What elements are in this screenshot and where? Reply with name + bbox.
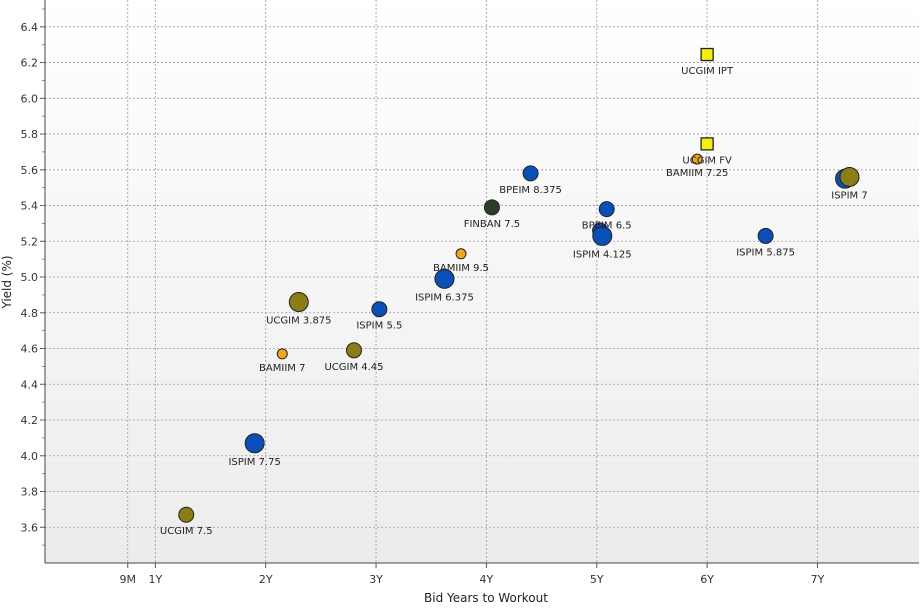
data-label: BPEIM 6.5 xyxy=(582,221,632,232)
gridlines xyxy=(45,0,919,563)
data-label: UCGIM FV xyxy=(682,155,732,166)
data-point[interactable] xyxy=(371,301,388,318)
x-tick-label: 9M xyxy=(120,573,137,586)
y-tick-label: 6.0 xyxy=(21,92,39,105)
y-tick-label: 5.8 xyxy=(21,128,39,141)
y-tick-label: 5.6 xyxy=(21,164,39,177)
data-point[interactable] xyxy=(244,433,265,454)
data-point[interactable] xyxy=(455,248,467,260)
data-point[interactable] xyxy=(839,166,860,187)
x-tick-label: 5Y xyxy=(590,573,604,586)
x-tick-label: 2Y xyxy=(259,573,273,586)
data-label: ISPIM 5.875 xyxy=(736,247,795,258)
data-label: ISPIM 7 xyxy=(831,190,867,201)
y-tick-label: 3.8 xyxy=(21,486,39,499)
y-tick-label: 4.6 xyxy=(21,343,39,356)
data-point[interactable] xyxy=(288,292,309,313)
y-tick-label: 5.4 xyxy=(21,200,39,213)
data-label: UCGIM 7.5 xyxy=(160,526,213,537)
data-label: ISPIM 6.375 xyxy=(415,292,474,303)
data-point[interactable] xyxy=(700,137,714,151)
data-point[interactable] xyxy=(700,47,714,62)
x-tick-label: 3Y xyxy=(369,573,383,586)
data-label: BAMIIM 9.5 xyxy=(433,263,489,274)
data-label: ISPIM 4.125 xyxy=(573,249,632,260)
x-axis-title: Bid Years to Workout xyxy=(424,591,548,605)
data-label: BAMIIM 7 xyxy=(259,363,305,374)
y-tick-label: 5.0 xyxy=(21,271,39,284)
y-tick-label: 4.0 xyxy=(21,450,39,463)
data-label: UCGIM 4.45 xyxy=(324,362,383,373)
data-point[interactable] xyxy=(483,199,500,216)
data-point[interactable] xyxy=(178,506,195,523)
data-label: FINBAN 7.5 xyxy=(464,219,520,230)
data-point[interactable] xyxy=(598,201,615,218)
x-tick-label: 7Y xyxy=(811,573,825,586)
data-points xyxy=(178,47,860,523)
data-label: ISPIM 7.75 xyxy=(228,457,280,468)
y-tick-label: 4.4 xyxy=(21,378,39,391)
y-tick-label: 6.4 xyxy=(21,21,39,34)
plot-area xyxy=(45,0,919,563)
data-point[interactable] xyxy=(276,348,288,360)
data-point[interactable] xyxy=(522,165,539,182)
data-point[interactable] xyxy=(757,227,774,244)
y-tick-label: 6.2 xyxy=(21,57,39,70)
y-tick-label: 4.8 xyxy=(21,307,39,320)
y-tick-label: 3.6 xyxy=(21,521,39,534)
data-label: ISPIM 5.5 xyxy=(356,321,402,332)
data-point[interactable] xyxy=(592,225,613,246)
x-tick-label: 4Y xyxy=(480,573,494,586)
data-label: UCGIM 3.875 xyxy=(266,316,331,327)
data-point[interactable] xyxy=(691,153,703,165)
y-tick-label: 4.2 xyxy=(21,414,39,427)
data-label: UCGIM IPT xyxy=(681,66,734,77)
x-tick-label: 1Y xyxy=(148,573,162,586)
data-labels: UCGIM 7.5 ISPIM 7.75 BAMIIM 7 UCGIM 3.875 UC… xyxy=(160,66,868,537)
axes: 3.6 3.8 4.0 4.2 4.4 4.6 4.8 5.0 5.2 5.4 5.6 5.8 6.0 6… xyxy=(21,0,919,586)
data-point[interactable] xyxy=(434,268,455,289)
y-axis-title: Yield (%) xyxy=(0,255,14,309)
data-label: BPEIM 8.375 xyxy=(499,185,562,196)
data-point[interactable] xyxy=(345,342,362,359)
data-label: BAMIIM 7.25 xyxy=(666,168,728,179)
x-tick-label: 6Y xyxy=(700,573,714,586)
y-tick-label: 5.2 xyxy=(21,235,39,248)
